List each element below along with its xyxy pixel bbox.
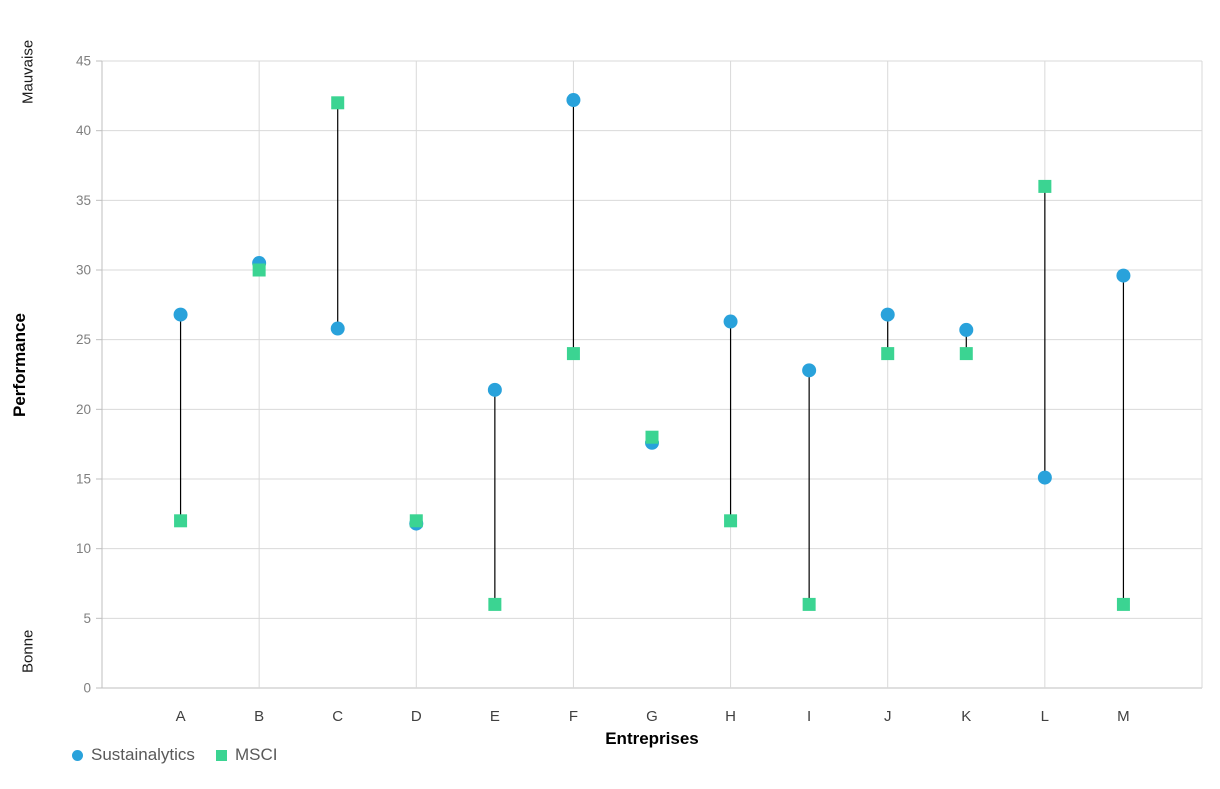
data-point-msci [566,347,580,361]
data-point-msci [252,263,266,277]
y-tick-label: 40 [76,123,91,138]
legend: Sustainalytics MSCI [72,745,277,765]
msci-marker-icon [215,749,227,761]
data-point-msci [174,514,188,528]
category-label: J [884,708,892,725]
x-axis-title: Entreprises [605,729,699,748]
data-point-msci [645,430,659,444]
category-label: E [490,708,500,725]
y-tick-label: 45 [76,54,91,69]
y-tick-label: 35 [76,193,91,208]
category-label: F [569,708,578,725]
category-label: I [807,708,811,725]
legend-label-msci: MSCI [234,745,278,764]
legend-label-sustainalytics: Sustainalytics [91,745,195,764]
data-point-sustainalytics [330,321,345,336]
data-point-sustainalytics [880,307,895,322]
y-tick-label: 25 [76,332,91,347]
y-tick-label: 15 [76,472,91,487]
y-tick-label: 10 [76,541,91,556]
y-tick-label: 5 [83,611,91,626]
category-label: A [176,708,186,725]
category-label: M [1117,708,1130,725]
category-label: D [411,708,422,725]
category-label: H [725,708,736,725]
y-tick-label: 20 [76,402,91,417]
sustainalytics-marker-icon [72,749,83,761]
y-tick-label: 0 [83,681,91,696]
data-point-sustainalytics [173,307,188,322]
y-tick-label: 30 [76,263,91,278]
data-point-msci [959,347,973,361]
category-label: K [961,708,971,725]
data-point-sustainalytics [723,314,738,329]
data-point-sustainalytics [802,363,817,378]
data-point-msci [881,347,895,361]
data-point-msci [724,514,738,528]
data-point-msci [488,597,502,611]
data-point-sustainalytics [1037,470,1052,485]
category-label: C [332,708,343,725]
data-point-msci [1038,179,1052,193]
data-point-sustainalytics [959,322,974,337]
data-point-sustainalytics [487,382,502,397]
category-label: B [254,708,264,725]
data-point-msci [802,597,816,611]
plot-area: 0 5 10 15 20 25 30 35 40 45 A B C D E F G H I J K L M [76,54,1203,725]
data-point-msci [1116,597,1130,611]
data-point-sustainalytics [566,93,581,108]
category-label: G [646,708,658,725]
data-point-sustainalytics [1116,268,1131,283]
category-label: L [1041,708,1049,725]
data-point-msci [331,96,345,110]
data-point-msci [409,514,423,528]
